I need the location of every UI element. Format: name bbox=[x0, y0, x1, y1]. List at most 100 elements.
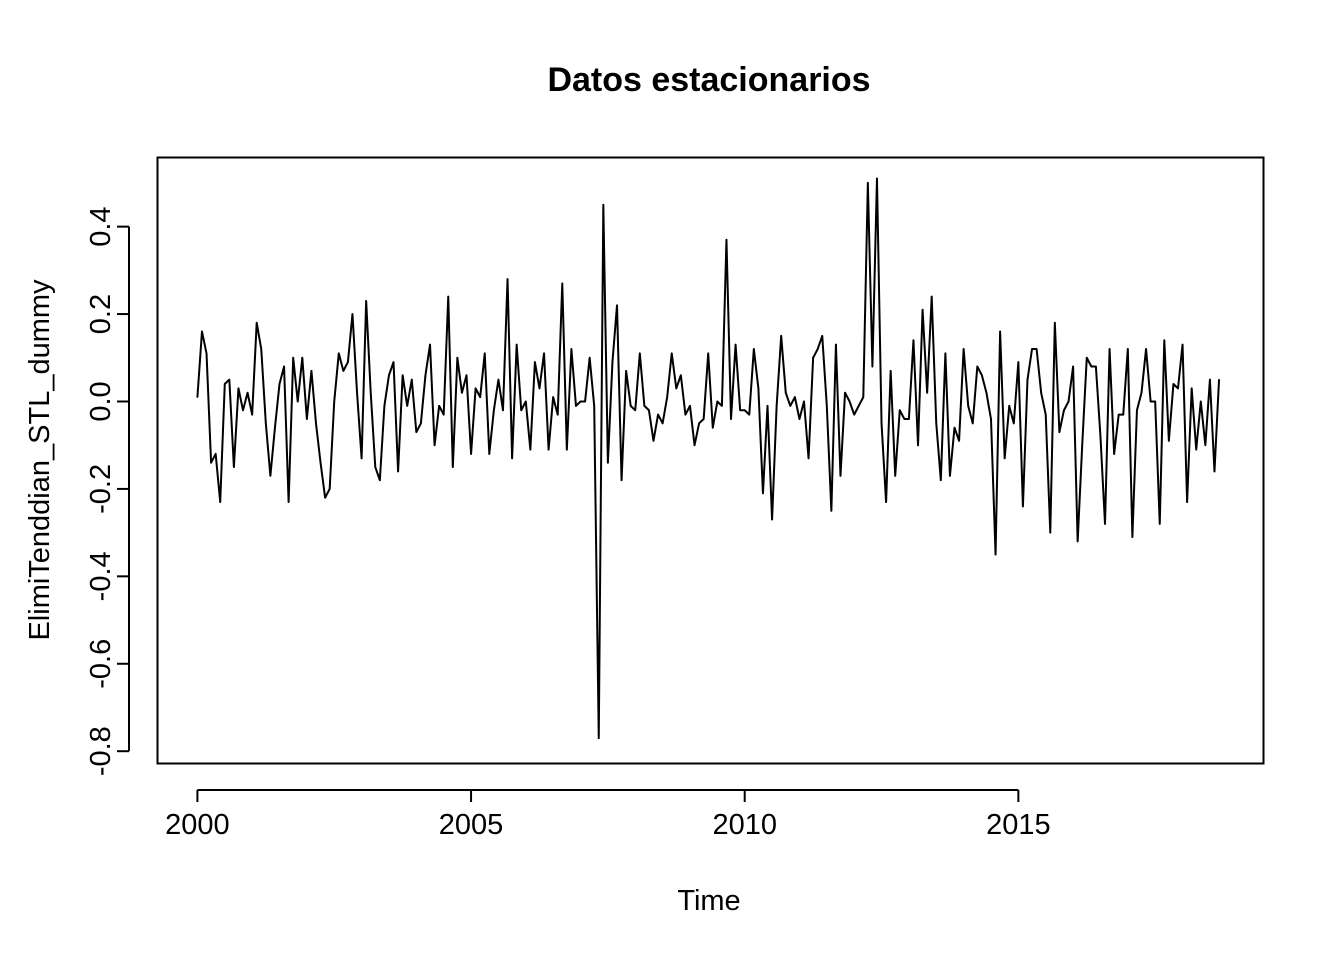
data-point bbox=[297, 401, 299, 403]
data-point bbox=[548, 449, 550, 451]
data-point bbox=[885, 501, 887, 503]
data-point bbox=[1173, 383, 1175, 385]
data-point bbox=[644, 405, 646, 407]
data-point bbox=[1195, 449, 1197, 451]
data-point bbox=[771, 519, 773, 521]
data-point bbox=[698, 423, 700, 425]
data-point bbox=[835, 344, 837, 346]
data-point bbox=[520, 409, 522, 411]
data-point bbox=[1068, 401, 1070, 403]
data-point bbox=[466, 374, 468, 376]
data-point bbox=[1036, 348, 1038, 350]
data-point bbox=[694, 444, 696, 446]
data-point bbox=[1109, 348, 1111, 350]
data-point bbox=[1072, 366, 1074, 368]
data-point bbox=[1063, 409, 1065, 411]
data-point bbox=[1200, 401, 1202, 403]
data-point bbox=[242, 409, 244, 411]
x-tick-label: 2015 bbox=[986, 809, 1051, 841]
data-point bbox=[507, 278, 509, 280]
data-point bbox=[940, 479, 942, 481]
data-point bbox=[1077, 541, 1079, 543]
data-point bbox=[292, 357, 294, 359]
data-point bbox=[1027, 379, 1029, 381]
data-point bbox=[657, 414, 659, 416]
data-point bbox=[219, 501, 221, 503]
data-point bbox=[352, 313, 354, 315]
data-point bbox=[945, 353, 947, 355]
data-point bbox=[534, 361, 536, 363]
data-point bbox=[224, 383, 226, 385]
data-point bbox=[1214, 471, 1216, 473]
data-point bbox=[279, 383, 281, 385]
data-point bbox=[634, 409, 636, 411]
data-point bbox=[238, 388, 240, 390]
data-point bbox=[229, 379, 231, 381]
data-point bbox=[365, 300, 367, 302]
data-point bbox=[251, 414, 253, 416]
data-point bbox=[812, 357, 814, 359]
data-point bbox=[981, 374, 983, 376]
data-point bbox=[685, 414, 687, 416]
data-point bbox=[790, 405, 792, 407]
data-point bbox=[411, 379, 413, 381]
data-point bbox=[662, 423, 664, 425]
data-point bbox=[502, 409, 504, 411]
data-point bbox=[671, 353, 673, 355]
data-point bbox=[306, 418, 308, 420]
data-point bbox=[1132, 536, 1134, 538]
data-point bbox=[1218, 379, 1220, 381]
data-point bbox=[479, 396, 481, 398]
chart-title: Datos estacionarios bbox=[547, 61, 870, 99]
data-point bbox=[525, 401, 527, 403]
data-point bbox=[758, 388, 760, 390]
data-point bbox=[233, 466, 235, 468]
data-point bbox=[803, 401, 805, 403]
data-point bbox=[416, 431, 418, 433]
data-point bbox=[972, 423, 974, 425]
data-point bbox=[744, 409, 746, 411]
data-point bbox=[438, 405, 440, 407]
data-point bbox=[1145, 348, 1147, 350]
data-point bbox=[384, 405, 386, 407]
data-point bbox=[356, 392, 358, 394]
data-point bbox=[425, 374, 427, 376]
data-point bbox=[1086, 357, 1088, 359]
data-point bbox=[1191, 388, 1193, 390]
data-point bbox=[977, 366, 979, 368]
data-point bbox=[785, 392, 787, 394]
data-point bbox=[1205, 444, 1207, 446]
data-point bbox=[1136, 409, 1138, 411]
data-point bbox=[1159, 523, 1161, 525]
data-point bbox=[689, 405, 691, 407]
data-point bbox=[735, 344, 737, 346]
y-tick-label: 0.2 bbox=[85, 294, 117, 334]
data-point bbox=[603, 204, 605, 206]
data-point bbox=[876, 178, 878, 180]
data-point bbox=[361, 458, 363, 460]
data-point bbox=[899, 409, 901, 411]
data-point bbox=[575, 405, 577, 407]
data-point bbox=[1054, 322, 1056, 324]
data-point bbox=[447, 296, 449, 298]
data-point bbox=[1177, 388, 1179, 390]
data-point bbox=[840, 475, 842, 477]
data-point bbox=[1081, 444, 1083, 446]
data-point bbox=[1022, 506, 1024, 508]
data-point bbox=[406, 405, 408, 407]
data-point bbox=[206, 353, 208, 355]
data-point bbox=[1182, 344, 1184, 346]
data-point bbox=[388, 374, 390, 376]
data-point bbox=[680, 374, 682, 376]
data-point bbox=[917, 444, 919, 446]
data-point bbox=[338, 353, 340, 355]
data-point bbox=[333, 401, 335, 403]
data-point bbox=[995, 554, 997, 556]
data-point bbox=[270, 475, 272, 477]
data-point bbox=[566, 449, 568, 451]
x-axis-title: Time bbox=[677, 885, 740, 917]
data-point bbox=[630, 405, 632, 407]
data-point bbox=[315, 423, 317, 425]
data-point bbox=[776, 405, 778, 407]
data-point bbox=[666, 396, 668, 398]
